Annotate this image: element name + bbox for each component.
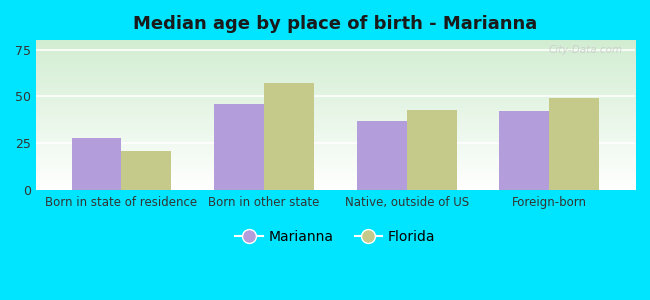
Bar (214, 104, 264, 190)
Bar (264, 83, 314, 190)
Title: Median age by place of birth - Marianna: Median age by place of birth - Marianna (133, 15, 538, 33)
Bar (407, 110, 457, 190)
Bar (549, 98, 599, 190)
Bar (72, 138, 122, 190)
Bar (357, 121, 407, 190)
Legend: Marianna, Florida: Marianna, Florida (230, 224, 441, 250)
Bar (122, 151, 172, 190)
Bar (499, 112, 549, 190)
Text: City-Data.com: City-Data.com (549, 45, 623, 55)
